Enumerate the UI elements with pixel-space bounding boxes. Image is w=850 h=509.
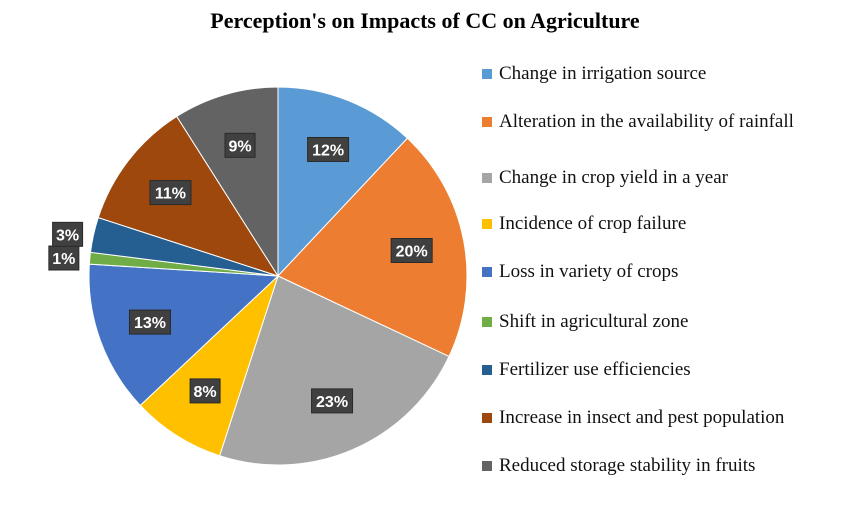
legend-swatch bbox=[482, 117, 492, 127]
svg-text:11%: 11% bbox=[155, 186, 186, 203]
svg-text:9%: 9% bbox=[228, 138, 251, 155]
legend-swatch bbox=[482, 267, 492, 277]
pie-slice bbox=[218, 275, 450, 466]
legend-label: Increase in insect and pest population bbox=[499, 407, 785, 428]
pie-data-label: 20% bbox=[390, 238, 433, 264]
legend-swatch bbox=[482, 69, 492, 79]
legend-swatch bbox=[482, 219, 492, 229]
svg-text:23%: 23% bbox=[316, 394, 348, 411]
chart-title: Perception's on Impacts of CC on Agricul… bbox=[210, 8, 640, 33]
pie-slices bbox=[88, 86, 468, 466]
pie-data-label: 12% bbox=[307, 136, 350, 162]
legend-label: Change in crop yield in a year bbox=[499, 167, 728, 188]
legend-item: Shift in agricultural zone bbox=[482, 310, 842, 334]
svg-text:3%: 3% bbox=[56, 227, 79, 244]
svg-text:8%: 8% bbox=[194, 384, 217, 401]
pie-data-label: 11% bbox=[149, 180, 192, 206]
legend-swatch bbox=[482, 461, 492, 471]
svg-text:1%: 1% bbox=[52, 251, 75, 268]
pie-data-label: 9% bbox=[224, 132, 256, 158]
legend-label: Loss in variety of crops bbox=[499, 261, 679, 282]
legend-item: Reduced storage stability in fruits bbox=[482, 454, 842, 478]
legend-label: Reduced storage stability in fruits bbox=[499, 455, 756, 476]
pie-data-labels: 12% 20% 23% 8% 13% 1% 3% 11% 9% bbox=[48, 132, 433, 414]
svg-text:13%: 13% bbox=[134, 315, 166, 332]
pie-data-label: 1% bbox=[48, 245, 80, 271]
legend-swatch bbox=[482, 317, 492, 327]
legend-label: Alteration in the availability of rainfa… bbox=[499, 111, 794, 132]
legend-swatch bbox=[482, 173, 492, 183]
legend-label: Incidence of crop failure bbox=[499, 213, 687, 234]
legend-item: Change in irrigation source bbox=[482, 62, 842, 86]
pie-data-label: 3% bbox=[52, 221, 84, 247]
svg-text:20%: 20% bbox=[396, 244, 428, 261]
legend-swatch bbox=[482, 365, 492, 375]
legend-label: Shift in agricultural zone bbox=[499, 311, 689, 332]
pie-slice bbox=[277, 137, 468, 358]
legend-item: Loss in variety of crops bbox=[482, 260, 842, 284]
pie-data-label: 23% bbox=[311, 388, 354, 414]
legend-item: Change in crop yield in a year bbox=[482, 166, 842, 190]
legend-item: Increase in insect and pest population bbox=[482, 406, 842, 430]
svg-text:12%: 12% bbox=[312, 142, 344, 159]
pie-slice bbox=[139, 275, 279, 457]
legend-label: Fertilizer use efficiencies bbox=[499, 359, 691, 380]
legend-item: Fertilizer use efficiencies bbox=[482, 358, 842, 382]
pie-slice bbox=[277, 86, 409, 278]
legend-item: Alteration in the availability of rainfa… bbox=[482, 110, 842, 134]
pie-slice bbox=[88, 263, 280, 407]
legend-item: Incidence of crop failure bbox=[482, 212, 842, 236]
legend-label: Change in irrigation source bbox=[499, 63, 707, 84]
legend-swatch bbox=[482, 413, 492, 423]
pie-data-label: 13% bbox=[128, 309, 171, 335]
pie-data-label: 8% bbox=[189, 378, 221, 404]
